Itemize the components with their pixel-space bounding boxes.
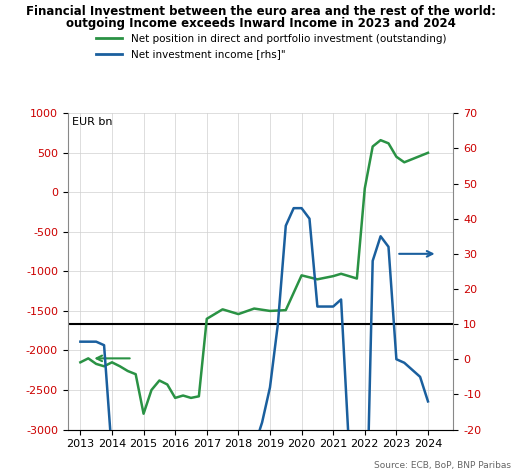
- Legend: Net position in direct and portfolio investment (outstanding), Net investment in: Net position in direct and portfolio inv…: [92, 30, 451, 63]
- Text: EUR bn: EUR bn: [72, 117, 113, 127]
- Text: Financial Investment between the euro area and the rest of the world:: Financial Investment between the euro ar…: [26, 5, 495, 18]
- Text: outgoing Income exceeds Inward Income in 2023 and 2024: outgoing Income exceeds Inward Income in…: [66, 17, 455, 30]
- Text: Source: ECB, BoP, BNP Paribas: Source: ECB, BoP, BNP Paribas: [374, 461, 511, 470]
